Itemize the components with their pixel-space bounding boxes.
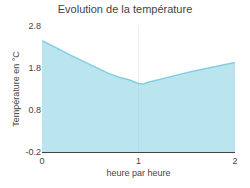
svg-text:1: 1 — [136, 156, 141, 166]
svg-text:1.8: 1.8 — [28, 63, 41, 73]
svg-text:0.8: 0.8 — [28, 105, 41, 115]
svg-text:heure par heure: heure par heure — [106, 168, 170, 178]
svg-text:-0.2: -0.2 — [25, 147, 41, 157]
svg-text:Evolution de la température: Evolution de la température — [58, 3, 193, 15]
svg-text:2.8: 2.8 — [28, 21, 41, 31]
svg-text:2: 2 — [232, 156, 237, 166]
svg-text:Température en °C: Température en °C — [11, 51, 21, 127]
svg-text:0: 0 — [39, 156, 44, 166]
